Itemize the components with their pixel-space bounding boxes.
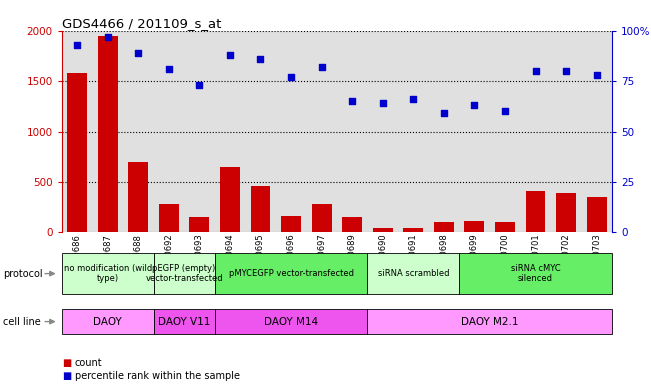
Point — [255, 56, 266, 62]
Point — [347, 98, 357, 104]
Point — [194, 82, 204, 88]
Point — [592, 72, 602, 78]
Text: DAOY: DAOY — [93, 316, 122, 327]
Bar — [342, 217, 362, 232]
Text: count: count — [75, 358, 102, 368]
Text: percentile rank within the sample: percentile rank within the sample — [75, 371, 240, 381]
Text: DAOY M2.1: DAOY M2.1 — [461, 316, 518, 327]
Point — [102, 34, 113, 40]
Text: siRNA cMYC
silenced: siRNA cMYC silenced — [511, 264, 561, 283]
Point — [469, 102, 480, 108]
Text: GDS4466 / 201109_s_at: GDS4466 / 201109_s_at — [62, 17, 221, 30]
Point — [378, 100, 388, 106]
Point — [225, 52, 235, 58]
Point — [72, 42, 82, 48]
Bar — [373, 228, 393, 232]
Bar — [189, 217, 210, 232]
Point — [408, 96, 419, 102]
Text: DAOY M14: DAOY M14 — [264, 316, 318, 327]
Text: pEGFP (empty)
vector-transfected: pEGFP (empty) vector-transfected — [145, 264, 223, 283]
Point — [561, 68, 572, 74]
Text: protocol: protocol — [3, 268, 43, 279]
Text: cell line: cell line — [3, 316, 41, 327]
Bar — [525, 191, 546, 232]
Text: ■: ■ — [62, 358, 71, 368]
Point — [286, 74, 296, 80]
Point — [163, 66, 174, 72]
Bar — [128, 162, 148, 232]
Bar — [281, 216, 301, 232]
Text: no modification (wild
type): no modification (wild type) — [64, 264, 152, 283]
Bar — [98, 36, 118, 232]
Text: siRNA scrambled: siRNA scrambled — [378, 269, 449, 278]
Point — [133, 50, 143, 56]
Bar — [404, 228, 423, 232]
Text: pMYCEGFP vector-transfected: pMYCEGFP vector-transfected — [229, 269, 353, 278]
Text: ■: ■ — [62, 371, 71, 381]
Bar — [312, 204, 331, 232]
Bar — [67, 73, 87, 232]
Bar — [495, 222, 515, 232]
Point — [316, 64, 327, 70]
Point — [500, 108, 510, 114]
Point — [531, 68, 541, 74]
Bar — [587, 197, 607, 232]
Bar — [434, 222, 454, 232]
Point — [439, 110, 449, 116]
Bar — [251, 186, 270, 232]
Bar — [159, 204, 179, 232]
Bar — [556, 193, 576, 232]
Text: DAOY V11: DAOY V11 — [158, 316, 210, 327]
Bar — [464, 221, 484, 232]
Bar — [220, 167, 240, 232]
